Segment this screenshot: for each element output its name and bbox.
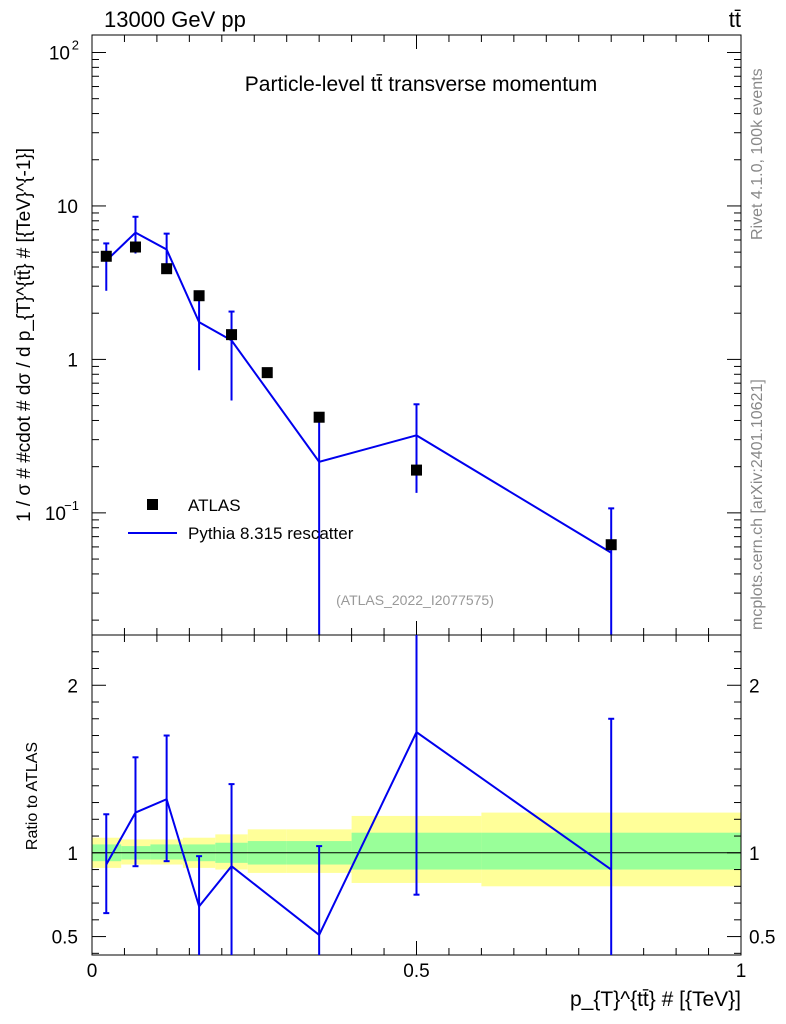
- main-y-tick-label: 10: [57, 197, 78, 218]
- atlas-data-point: [161, 263, 173, 275]
- rivet-label: Rivet 4.1.0, 100k events: [749, 68, 766, 240]
- x-tick-label: 0: [87, 961, 98, 982]
- main-series-layer: [100, 215, 617, 635]
- ratio-y-tick-label: 2: [67, 676, 78, 697]
- ratio-y-tick-label: 1: [67, 844, 78, 865]
- atlas-data-point: [261, 367, 273, 379]
- main-y-axis-label: 1 / σ # #cdot # dσ / d p_{T}^{tt̄} # [{T…: [14, 148, 35, 522]
- ratio-y-tick-label-right: 0.5: [749, 928, 775, 949]
- atlas-data-point: [605, 539, 617, 551]
- x-axis-label: p_{T}^{tt̄} # [{TeV}]: [570, 988, 741, 1011]
- atlas-data-point: [129, 241, 141, 253]
- atlas-data-point: [411, 464, 422, 476]
- legend-atlas-marker: [147, 499, 158, 510]
- ratio-series-layer: [103, 635, 615, 955]
- x-tick-label: 0.5: [403, 961, 429, 982]
- process-label: tt̄: [729, 7, 741, 32]
- atlas-data-point: [313, 411, 325, 423]
- ratio-mc-line: [105, 730, 612, 937]
- atlas-data-point: [193, 290, 205, 302]
- legend-atlas-label: ATLAS: [188, 496, 241, 515]
- ratio-y-tick-label-right: 1: [749, 844, 760, 865]
- legend: ATLAS Pythia 8.315 rescatter: [128, 496, 354, 543]
- main-y-tick-exponent: 2: [72, 37, 79, 52]
- analysis-id: (ATLAS_2022_I2077575): [336, 592, 494, 608]
- chart-title: Particle-level tt̄ transverse momentum: [245, 73, 597, 96]
- main-frame: [91, 34, 742, 636]
- main-y-tick-label: 1: [67, 350, 78, 371]
- mc-line: [105, 231, 612, 554]
- ratio-y-tick-label-right: 2: [749, 676, 760, 697]
- main-y-tick-label: 10: [49, 43, 70, 64]
- ratio-y-tick-label: 0.5: [52, 928, 78, 949]
- legend-mc-label: Pythia 8.315 rescatter: [188, 524, 354, 543]
- main-y-tick-exponent: −1: [64, 498, 79, 513]
- ratio-y-axis-label: Ratio to ATLAS: [24, 742, 41, 850]
- ratio-axis: 0 0.5 10.5 0.51 12 2: [52, 634, 775, 982]
- energy-label: 13000 GeV pp: [104, 7, 246, 32]
- main-y-tick-label: 10: [45, 504, 66, 525]
- source-label: mcplots.cern.ch [arXiv:2401.10621]: [749, 379, 766, 630]
- atlas-data-point: [226, 329, 238, 341]
- x-tick-label: 1: [736, 961, 747, 982]
- atlas-data-point: [100, 250, 112, 262]
